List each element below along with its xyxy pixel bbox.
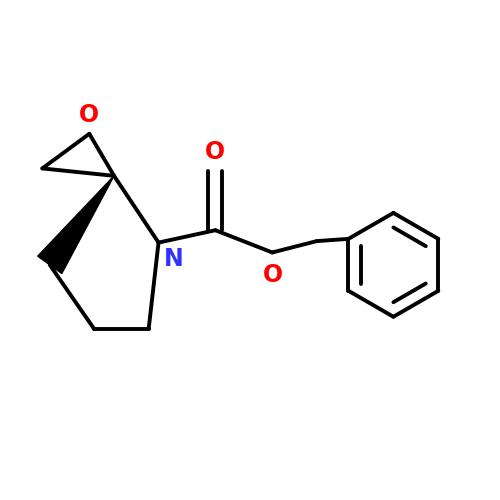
Text: O: O <box>263 264 283 287</box>
Text: O: O <box>79 104 100 128</box>
Text: O: O <box>206 140 226 164</box>
Text: N: N <box>164 246 183 270</box>
Polygon shape <box>38 176 114 274</box>
